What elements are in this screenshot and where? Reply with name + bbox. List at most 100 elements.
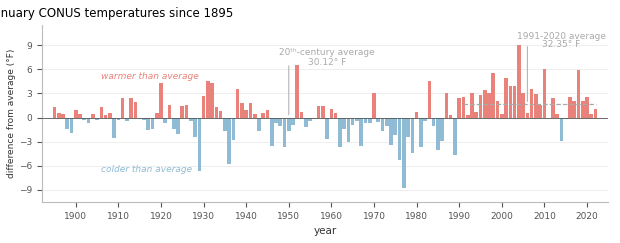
Bar xyxy=(458,98,461,118)
Bar xyxy=(104,115,107,118)
Bar xyxy=(479,95,482,118)
Bar xyxy=(130,98,133,118)
Bar xyxy=(117,118,120,120)
Bar xyxy=(236,89,239,118)
Bar xyxy=(57,113,61,118)
Bar xyxy=(423,118,427,121)
Bar xyxy=(108,113,112,118)
Bar xyxy=(66,118,69,129)
Bar xyxy=(492,73,495,118)
Bar xyxy=(487,93,491,118)
Bar xyxy=(560,118,563,141)
Bar xyxy=(526,113,529,118)
Bar xyxy=(381,118,384,131)
Bar xyxy=(142,118,146,120)
Bar xyxy=(291,118,295,125)
Bar xyxy=(185,105,188,118)
Bar xyxy=(82,118,86,120)
Bar xyxy=(394,118,397,135)
Bar xyxy=(266,110,269,118)
Bar xyxy=(262,113,265,118)
Bar xyxy=(244,110,248,118)
Bar xyxy=(253,114,257,118)
Bar xyxy=(449,115,453,118)
Bar xyxy=(278,118,282,126)
Bar xyxy=(590,114,593,118)
Bar xyxy=(121,98,125,118)
Bar xyxy=(568,97,572,118)
Text: colder than average: colder than average xyxy=(101,165,192,174)
Bar xyxy=(551,98,555,118)
Bar xyxy=(125,118,129,121)
Bar xyxy=(223,118,227,131)
Bar xyxy=(351,118,355,125)
Bar xyxy=(470,93,474,118)
Bar xyxy=(69,118,73,133)
Bar xyxy=(376,118,380,122)
Bar xyxy=(338,118,342,147)
Bar xyxy=(215,107,218,118)
Y-axis label: difference from average (°F): difference from average (°F) xyxy=(7,49,16,178)
Bar xyxy=(530,89,533,118)
Bar xyxy=(167,105,171,118)
Bar xyxy=(202,96,205,118)
Bar xyxy=(91,114,95,118)
Bar xyxy=(521,93,525,118)
Bar xyxy=(445,93,448,118)
Bar xyxy=(296,65,299,118)
Bar xyxy=(594,109,597,118)
Bar xyxy=(159,83,163,118)
Bar xyxy=(436,118,440,150)
Bar xyxy=(330,109,333,118)
Bar xyxy=(193,118,197,137)
Bar xyxy=(155,113,159,118)
Bar xyxy=(308,118,312,121)
Bar xyxy=(585,97,589,118)
Bar xyxy=(402,118,405,188)
Bar xyxy=(274,118,278,123)
Bar xyxy=(198,118,201,171)
Bar xyxy=(513,86,516,118)
Bar xyxy=(347,118,350,142)
Bar xyxy=(312,118,316,119)
Bar xyxy=(368,118,371,123)
Bar xyxy=(287,118,291,131)
Bar xyxy=(228,118,231,164)
Bar xyxy=(321,105,325,118)
Text: warmer than average: warmer than average xyxy=(101,72,199,81)
Text: 30.12° F: 30.12° F xyxy=(308,58,346,67)
X-axis label: year: year xyxy=(313,226,337,236)
Bar xyxy=(249,103,252,118)
Bar xyxy=(61,113,65,118)
Bar xyxy=(219,111,223,118)
Bar xyxy=(151,118,154,129)
Bar xyxy=(78,113,82,118)
Bar xyxy=(100,107,103,118)
Bar xyxy=(304,118,308,127)
Bar xyxy=(364,118,367,123)
Bar xyxy=(240,103,244,118)
Bar xyxy=(283,118,286,147)
Bar xyxy=(112,118,116,139)
Bar xyxy=(342,118,346,129)
Bar xyxy=(483,90,487,118)
Bar xyxy=(146,118,150,130)
Bar xyxy=(538,105,542,118)
Bar xyxy=(164,118,167,123)
Bar xyxy=(500,114,503,118)
Bar xyxy=(581,101,585,118)
Bar xyxy=(232,118,235,140)
Bar xyxy=(572,102,576,118)
Bar xyxy=(372,93,376,118)
Bar xyxy=(317,105,321,118)
Bar xyxy=(428,81,431,118)
Bar xyxy=(508,86,512,118)
Bar xyxy=(406,118,410,137)
Bar xyxy=(133,102,137,118)
Bar xyxy=(206,81,210,118)
Bar xyxy=(95,118,99,120)
Bar xyxy=(410,118,414,153)
Bar xyxy=(257,118,261,131)
Text: January CONUS temperatures since 1895: January CONUS temperatures since 1895 xyxy=(0,7,234,20)
Bar xyxy=(577,70,580,118)
